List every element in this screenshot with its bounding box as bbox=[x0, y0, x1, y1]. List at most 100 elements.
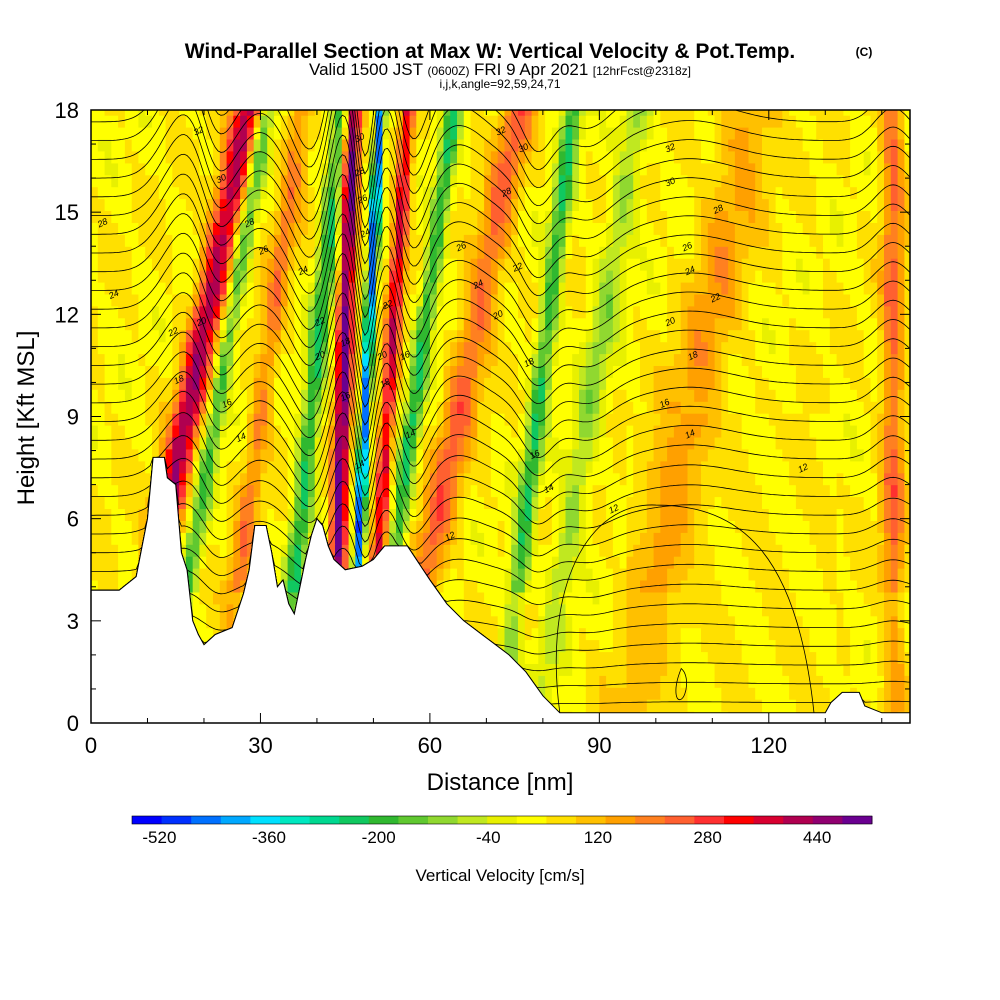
velocity-cell bbox=[450, 568, 458, 581]
velocity-cell bbox=[348, 377, 356, 390]
velocity-cell bbox=[518, 532, 526, 545]
velocity-cell bbox=[341, 282, 350, 295]
velocity-cell bbox=[375, 246, 384, 259]
velocity-cell bbox=[734, 127, 750, 140]
velocity-cell bbox=[762, 496, 797, 509]
velocity-cell bbox=[592, 305, 600, 319]
velocity-cell bbox=[836, 162, 851, 176]
velocity-cell bbox=[185, 496, 194, 509]
velocity-cell bbox=[375, 186, 384, 200]
velocity-cell bbox=[226, 293, 234, 307]
velocity-cell bbox=[470, 377, 478, 390]
velocity-cell bbox=[389, 365, 397, 378]
velocity-cell bbox=[321, 174, 329, 188]
contour-label: 14 bbox=[404, 427, 417, 440]
velocity-cell bbox=[863, 162, 872, 176]
velocity-cell bbox=[335, 198, 343, 211]
velocity-cell bbox=[904, 663, 910, 676]
velocity-cell bbox=[253, 484, 262, 498]
velocity-cell bbox=[423, 472, 431, 486]
velocity-cell bbox=[450, 174, 458, 188]
velocity-cell bbox=[436, 293, 445, 307]
velocity-cell bbox=[538, 472, 546, 486]
velocity-cell bbox=[890, 687, 905, 700]
velocity-cell bbox=[694, 389, 709, 402]
velocity-cell bbox=[287, 568, 295, 581]
velocity-cell bbox=[585, 401, 594, 414]
velocity-cell bbox=[606, 365, 614, 378]
velocity-cell bbox=[294, 293, 302, 307]
velocity-cell bbox=[192, 496, 201, 509]
velocity-cell bbox=[504, 520, 512, 533]
velocity-cell bbox=[362, 174, 370, 188]
velocity-cell bbox=[545, 389, 553, 402]
velocity-cell bbox=[226, 186, 234, 200]
velocity-cell bbox=[829, 222, 844, 235]
velocity-cell bbox=[897, 210, 905, 223]
velocity-cell bbox=[416, 448, 424, 462]
velocity-cell bbox=[714, 186, 736, 200]
velocity-cell bbox=[443, 389, 451, 402]
velocity-cell bbox=[823, 138, 851, 152]
velocity-cell bbox=[565, 110, 573, 116]
velocity-cell bbox=[789, 293, 824, 307]
x-tick-label: 120 bbox=[750, 733, 787, 758]
velocity-cell bbox=[118, 365, 126, 378]
velocity-cell bbox=[470, 282, 478, 295]
velocity-cell bbox=[795, 389, 831, 402]
velocity-cell bbox=[490, 174, 499, 188]
contour-label: 20 bbox=[312, 349, 326, 363]
velocity-cell bbox=[640, 210, 648, 223]
velocity-cell bbox=[585, 651, 628, 664]
velocity-cell bbox=[328, 127, 336, 140]
velocity-cell bbox=[599, 162, 614, 176]
velocity-cell bbox=[538, 651, 546, 664]
velocity-cell bbox=[341, 305, 350, 319]
velocity-cell bbox=[789, 580, 824, 593]
velocity-cell bbox=[470, 532, 485, 545]
velocity-cell bbox=[301, 138, 309, 152]
velocity-cell bbox=[504, 532, 512, 545]
velocity-cell bbox=[267, 270, 275, 283]
velocity-cell bbox=[640, 365, 655, 378]
velocity-cell bbox=[585, 544, 600, 557]
velocity-cell bbox=[348, 329, 356, 343]
velocity-cell bbox=[131, 258, 153, 271]
velocity-cell bbox=[396, 186, 404, 200]
velocity-cell bbox=[612, 305, 621, 319]
velocity-cell bbox=[538, 246, 546, 259]
velocity-cell bbox=[877, 436, 885, 450]
velocity-cell bbox=[585, 663, 628, 676]
velocity-cell bbox=[423, 520, 431, 533]
velocity-cell bbox=[274, 341, 282, 355]
x-tick-label: 60 bbox=[418, 733, 442, 758]
colorbar-tick-label: -520 bbox=[142, 828, 176, 847]
velocity-cell bbox=[897, 401, 905, 414]
velocity-cell bbox=[172, 174, 214, 188]
velocity-cell bbox=[762, 127, 804, 140]
velocity-cell bbox=[314, 484, 323, 498]
velocity-cell bbox=[518, 425, 526, 438]
velocity-cell bbox=[443, 222, 451, 235]
velocity-cell bbox=[850, 627, 878, 641]
velocity-cell bbox=[267, 305, 282, 319]
velocity-cell bbox=[307, 329, 316, 343]
velocity-cell bbox=[612, 627, 628, 641]
velocity-cell bbox=[884, 580, 892, 593]
velocity-cell bbox=[402, 472, 411, 486]
velocity-cell bbox=[721, 115, 783, 128]
velocity-cell bbox=[511, 210, 519, 223]
velocity-cell bbox=[863, 591, 885, 605]
velocity-cell bbox=[185, 520, 194, 533]
velocity-cell bbox=[429, 293, 438, 307]
velocity-cell bbox=[579, 110, 587, 116]
velocity-cell bbox=[355, 401, 363, 414]
velocity-cell bbox=[640, 234, 661, 247]
velocity-cell bbox=[470, 317, 478, 331]
velocity-cell bbox=[158, 413, 167, 426]
velocity-cell bbox=[368, 425, 377, 438]
velocity-cell bbox=[850, 413, 871, 426]
velocity-cell bbox=[518, 496, 526, 509]
velocity-cell bbox=[484, 186, 492, 200]
velocity-cell bbox=[280, 174, 289, 188]
